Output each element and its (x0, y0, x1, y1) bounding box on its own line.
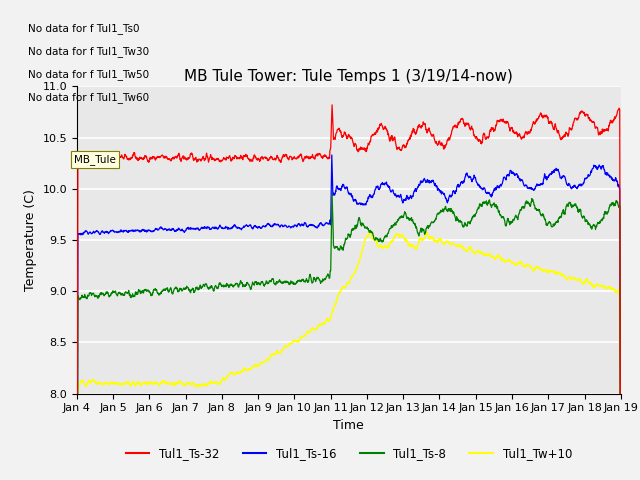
X-axis label: Time: Time (333, 419, 364, 432)
Text: No data for f Tul1_Tw30: No data for f Tul1_Tw30 (28, 46, 149, 57)
Legend: Tul1_Ts-32, Tul1_Ts-16, Tul1_Ts-8, Tul1_Tw+10: Tul1_Ts-32, Tul1_Ts-16, Tul1_Ts-8, Tul1_… (121, 443, 577, 465)
Text: No data for f Tul1_Tw60: No data for f Tul1_Tw60 (28, 92, 149, 103)
Title: MB Tule Tower: Tule Temps 1 (3/19/14-now): MB Tule Tower: Tule Temps 1 (3/19/14-now… (184, 69, 513, 84)
Text: No data for f Tul1_Ts0: No data for f Tul1_Ts0 (28, 23, 140, 34)
Y-axis label: Temperature (C): Temperature (C) (24, 189, 37, 291)
Text: No data for f Tul1_Tw50: No data for f Tul1_Tw50 (28, 69, 149, 80)
Text: MB_Tule: MB_Tule (74, 154, 116, 165)
